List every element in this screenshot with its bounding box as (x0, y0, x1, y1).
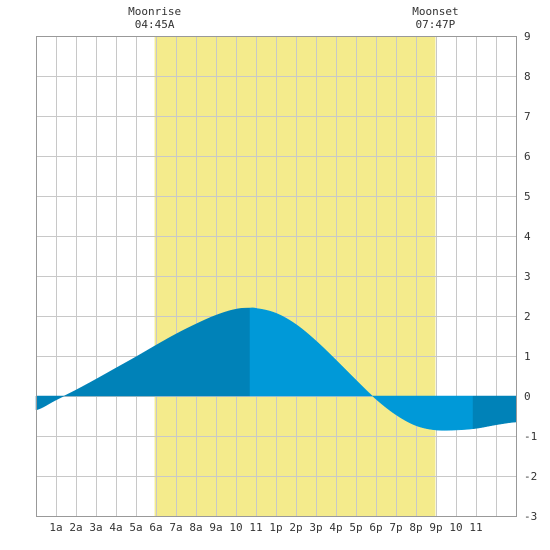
y-tick-label: 0 (524, 390, 531, 403)
x-axis-tick-labels: 1a 2a 3a 4a 5a 6a 7a 8a 9a 10 11 1p 2p 3p 4p 5p 6p 7p 8p 9p… (49, 521, 482, 534)
moonset-time: 07:47P (416, 18, 456, 31)
x-tick-label: 1p (269, 521, 282, 534)
x-tick-label: 5a (129, 521, 142, 534)
x-tick-label: 9p (429, 521, 442, 534)
tide-area-segment-3 (249, 307, 474, 431)
x-tick-label: 8a (189, 521, 202, 534)
y-tick-label: 3 (524, 270, 531, 283)
y-tick-label: 4 (524, 230, 531, 243)
y-tick-label: 2 (524, 310, 531, 323)
x-tick-label: 10 (229, 521, 242, 534)
x-tick-label: 6a (149, 521, 162, 534)
x-tick-label: 10 (449, 521, 462, 534)
x-tick-label: 7p (389, 521, 402, 534)
y-tick-label: 8 (524, 70, 531, 83)
x-tick-label: 2p (289, 521, 302, 534)
y-axis-tick-labels: -3 -2 -1 0 1 2 3 4 5 6 7 8 9 (524, 30, 537, 523)
tide-area (35, 307, 517, 431)
x-tick-label: 9a (209, 521, 222, 534)
y-tick-label: 6 (524, 150, 531, 163)
moonset-label: Moonset (412, 5, 458, 18)
x-tick-label: 5p (349, 521, 362, 534)
grid-lines (36, 36, 517, 517)
x-tick-label: 11 (469, 521, 482, 534)
y-tick-label: 1 (524, 350, 531, 363)
x-tick-label: 7a (169, 521, 182, 534)
x-tick-label: 6p (369, 521, 382, 534)
x-tick-label: 4a (109, 521, 122, 534)
x-tick-label: 3a (89, 521, 102, 534)
x-tick-label: 8p (409, 521, 422, 534)
moonrise-time: 04:45A (135, 18, 175, 31)
x-tick-label: 1a (49, 521, 62, 534)
y-tick-label: -1 (524, 430, 537, 443)
x-tick-label: 3p (309, 521, 322, 534)
tide-area-segment-2 (56, 307, 251, 400)
y-tick-label: -2 (524, 470, 537, 483)
y-tick-label: 7 (524, 110, 531, 123)
y-tick-label: -3 (524, 510, 537, 523)
y-tick-label: 9 (524, 30, 531, 43)
moonrise-label: Moonrise (128, 5, 181, 18)
tide-area-segment-4 (472, 395, 517, 430)
plot-frame (36, 36, 517, 517)
x-tick-label: 4p (329, 521, 342, 534)
y-tick-label: 5 (524, 190, 531, 203)
x-tick-label: 2a (69, 521, 82, 534)
x-tick-label: 11 (249, 521, 262, 534)
